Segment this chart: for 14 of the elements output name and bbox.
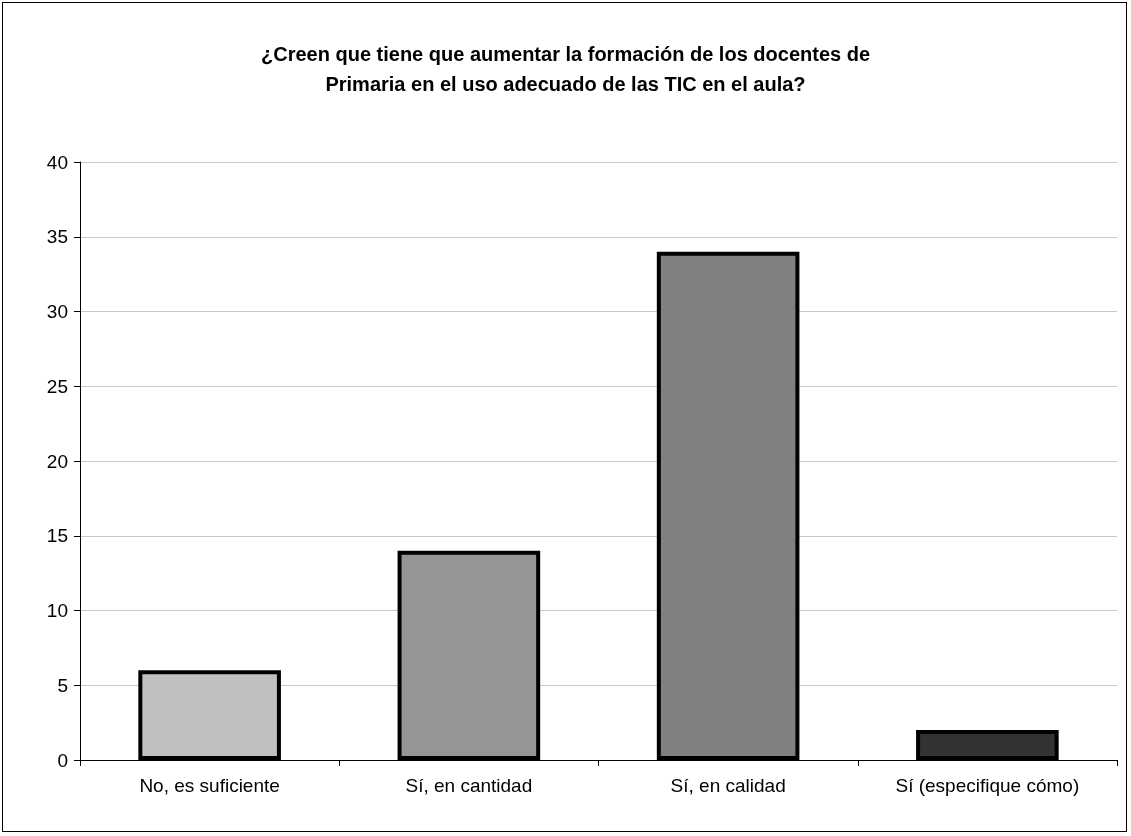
y-tick-label: 10 (46, 600, 68, 621)
y-tick-label: 40 (46, 151, 68, 173)
x-tick-label: Sí, en calidad (670, 775, 786, 796)
x-tick-label: Sí, en cantidad (405, 775, 533, 796)
y-tick-label: 25 (46, 375, 68, 397)
y-tick-label: 0 (57, 749, 68, 771)
y-tick-label: 15 (46, 525, 68, 547)
x-tick-label: No, es suficiente (139, 775, 280, 796)
y-tick-label: 20 (46, 450, 68, 472)
y-tick-label: 35 (46, 226, 68, 248)
y-tick-label: 30 (46, 301, 68, 322)
x-tick-label: Sí (especifique cómo) (895, 775, 1080, 796)
chart-title: ¿Creen que tiene que aumentar la formación de los docentes de Primaria en el uso adecuado de las TIC en el aula? (260, 43, 871, 95)
y-tick-label: 5 (57, 674, 68, 696)
